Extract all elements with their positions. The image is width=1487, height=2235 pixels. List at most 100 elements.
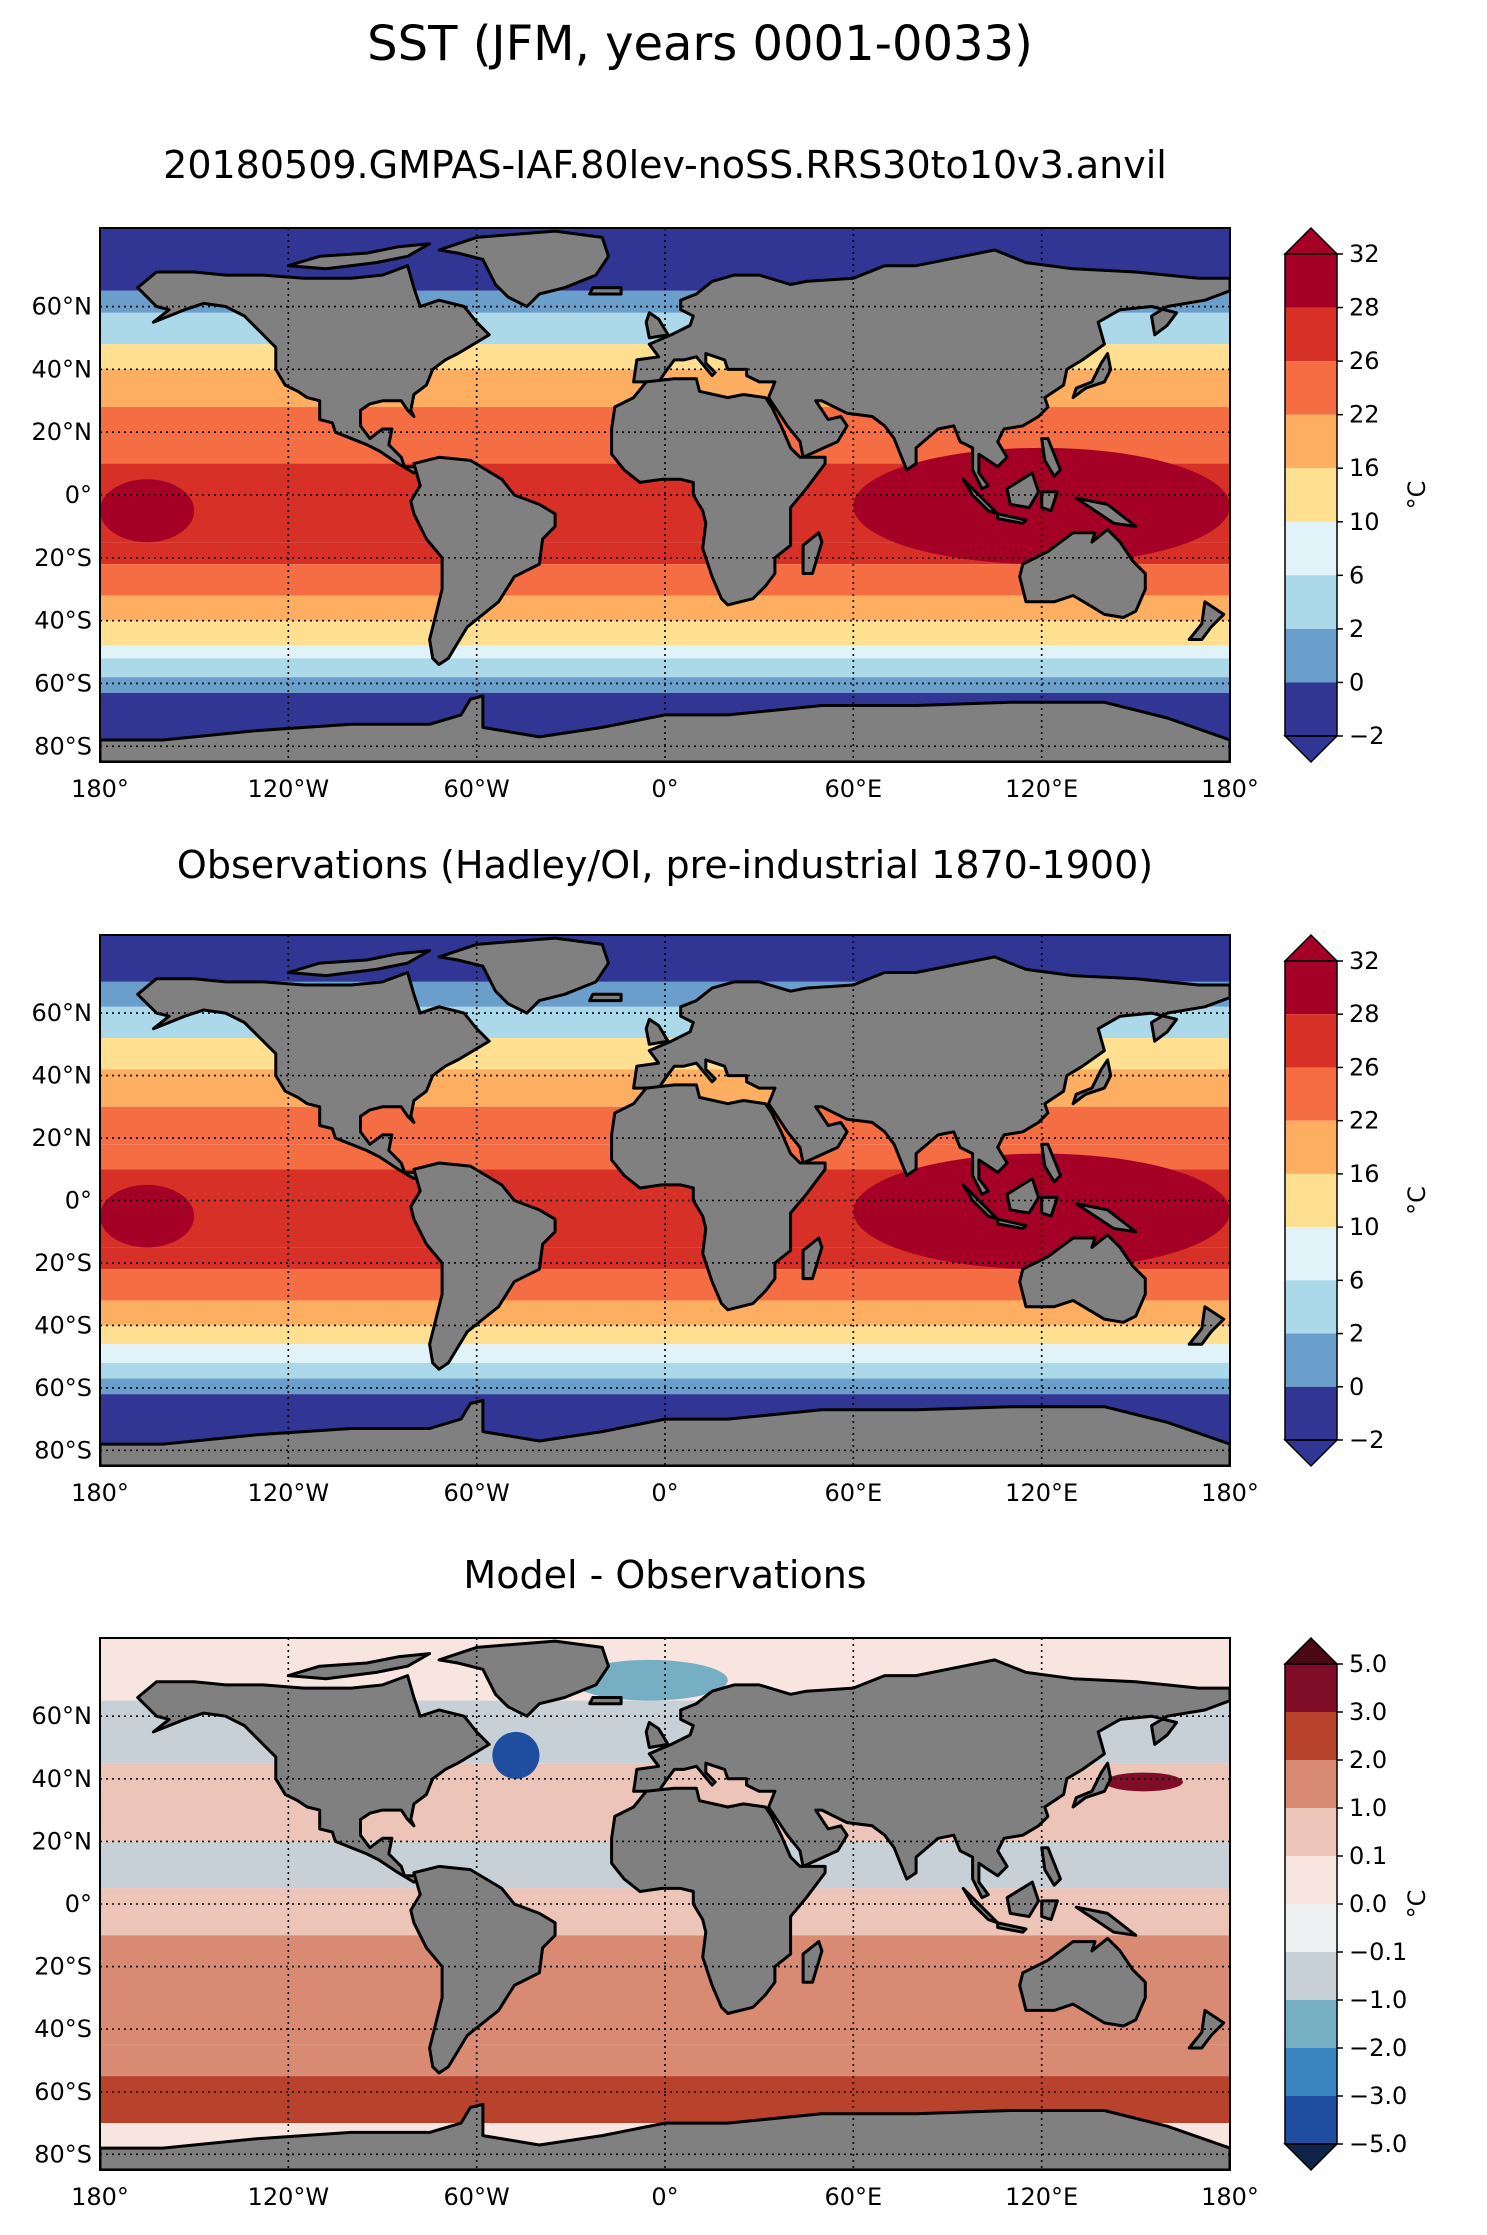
colorbar-segment xyxy=(1285,1856,1337,1904)
colorbar-tick-label: 2 xyxy=(1349,615,1364,643)
panel-title: Model - Observations xyxy=(463,1553,866,1597)
coastline xyxy=(1074,1905,1138,1937)
coastline xyxy=(801,1940,824,1984)
coastline xyxy=(632,1658,1230,1900)
coastline xyxy=(632,955,1230,1196)
colorbar-tick-label: 2 xyxy=(1349,1320,1364,1348)
colorbar: 5.0 3.0 2.0 1.0 0.1 0.0 −0.1 −1.0 −2.0 −3.0 −5.0 °C xyxy=(1283,1636,1431,2172)
coastline xyxy=(136,971,491,1181)
coastline xyxy=(996,1217,1028,1231)
coastline xyxy=(437,1639,610,1718)
coastline xyxy=(1071,352,1113,400)
colorbar-tick-label: 6 xyxy=(1349,561,1364,589)
sst-band xyxy=(100,1344,1230,1363)
map-frame xyxy=(99,1637,1231,2171)
x-tick-label: 180° xyxy=(1201,1479,1259,1507)
colorbar-segment xyxy=(1285,1386,1337,1440)
colorbar-segment xyxy=(1285,1227,1337,1281)
colorbar-tick-label: 1.0 xyxy=(1349,1794,1387,1822)
colorbar-tick-label: 0 xyxy=(1349,1373,1364,1401)
colorbar-tick-label: 16 xyxy=(1349,1160,1380,1188)
coastline xyxy=(1018,528,1147,619)
colorbar-segment xyxy=(1285,2096,1337,2144)
colorbar-segment xyxy=(1285,1280,1337,1334)
y-tick-label: 60°S xyxy=(34,669,92,697)
coastline xyxy=(588,1696,623,1706)
coastline xyxy=(644,1721,670,1749)
colorbar-segment xyxy=(1285,575,1337,629)
coastline xyxy=(1071,1058,1113,1106)
y-tick-label: 20°S xyxy=(34,544,92,572)
colorbar-segment xyxy=(1285,2048,1337,2096)
x-tick-label: 120°E xyxy=(1005,1479,1078,1507)
y-tick-label: 20°N xyxy=(32,418,93,446)
coastline xyxy=(961,1183,1000,1221)
colorbar-segment xyxy=(1285,307,1337,362)
colorbar-segment xyxy=(1285,1712,1337,1760)
graticule xyxy=(100,228,1230,762)
x-tick-label: 180° xyxy=(71,2183,129,2211)
colorbar-tick-label: −2 xyxy=(1349,722,1384,750)
coastline xyxy=(1187,600,1226,641)
colorbar-tick-label: −5.0 xyxy=(1349,2130,1407,2158)
coastline xyxy=(409,455,557,667)
coastline xyxy=(136,264,491,475)
colorbar-tick-label: 10 xyxy=(1349,508,1380,536)
colorbar-segment xyxy=(1285,1952,1337,2000)
colorbar-tick-label: 22 xyxy=(1349,1107,1380,1135)
map-panel-2: Observations (Hadley/OI, pre-industrial … xyxy=(32,843,1432,1507)
colorbar-tick-label: −0.1 xyxy=(1349,1938,1407,1966)
colorbar-tick-label: −2.0 xyxy=(1349,2034,1407,2062)
map-frame xyxy=(99,934,1231,1467)
sst-band xyxy=(100,1325,1230,1345)
coastline xyxy=(961,477,1000,516)
colorbar-frame xyxy=(1284,960,1338,1441)
y-tick-label: 40°N xyxy=(32,1765,93,1793)
y-tick-label: 20°S xyxy=(34,1249,92,1277)
x-tick-label: 60°W xyxy=(444,1479,510,1507)
colorbar-segment xyxy=(1285,414,1337,469)
panel-title: Observations (Hadley/OI, pre-industrial … xyxy=(177,843,1153,887)
sst-band xyxy=(100,645,1230,659)
colorbar-segment xyxy=(1285,1333,1337,1387)
colorbar-frame xyxy=(1284,253,1338,737)
map-panel-3: Model - Observations 180° 120°W 60°W 0° 60°E 1… xyxy=(32,1553,1432,2211)
colorbar-segment xyxy=(1285,682,1337,736)
colorbar-tick-label: 5.0 xyxy=(1349,1650,1387,1678)
coastline xyxy=(437,229,610,308)
coastline xyxy=(409,1161,557,1371)
x-tick-label: 120°W xyxy=(248,775,330,803)
graticule xyxy=(100,935,1230,1466)
colorbar-tick-label: 32 xyxy=(1349,240,1380,268)
sst-region xyxy=(100,479,195,543)
colorbar-tick-label: 22 xyxy=(1349,401,1380,429)
x-tick-label: 120°W xyxy=(248,1479,330,1507)
coastline xyxy=(1018,1233,1147,1324)
coastline xyxy=(1187,1305,1226,1346)
x-tick-label: 120°W xyxy=(248,2183,330,2211)
y-tick-label: 0° xyxy=(65,1187,92,1215)
colorbar-tick-label: 6 xyxy=(1349,1266,1364,1294)
coastline xyxy=(588,992,623,1003)
colorbar-segment xyxy=(1285,1120,1337,1174)
x-tick-label: 60°E xyxy=(824,775,882,803)
y-tick-label: 40°S xyxy=(34,607,92,635)
y-tick-label: 80°S xyxy=(34,732,92,760)
y-tick-label: 60°S xyxy=(34,1374,92,1402)
colorbar-tick-label: 16 xyxy=(1349,454,1380,482)
colorbar-tick-label: 0 xyxy=(1349,668,1364,696)
coastline xyxy=(286,242,432,271)
colorbar-segment xyxy=(1285,961,1337,1015)
colorbar: 32 28 26 22 16 10 6 2 0 −2 °C xyxy=(1283,226,1431,764)
coastline xyxy=(996,1921,1028,1934)
sst-region xyxy=(1104,1772,1183,1792)
map-panel-1: 20180509.GMPAS-IAF.80lev-noSS.RRS30to10v… xyxy=(32,143,1432,803)
coastline xyxy=(1040,1195,1059,1218)
y-tick-label: 80°S xyxy=(34,2140,92,2168)
y-tick-label: 20°S xyxy=(34,1953,92,1981)
sst-field xyxy=(100,228,1230,762)
colorbar-segment xyxy=(1285,1014,1337,1068)
colorbar-segment xyxy=(1285,521,1337,576)
colorbar-segment xyxy=(1285,1067,1337,1121)
